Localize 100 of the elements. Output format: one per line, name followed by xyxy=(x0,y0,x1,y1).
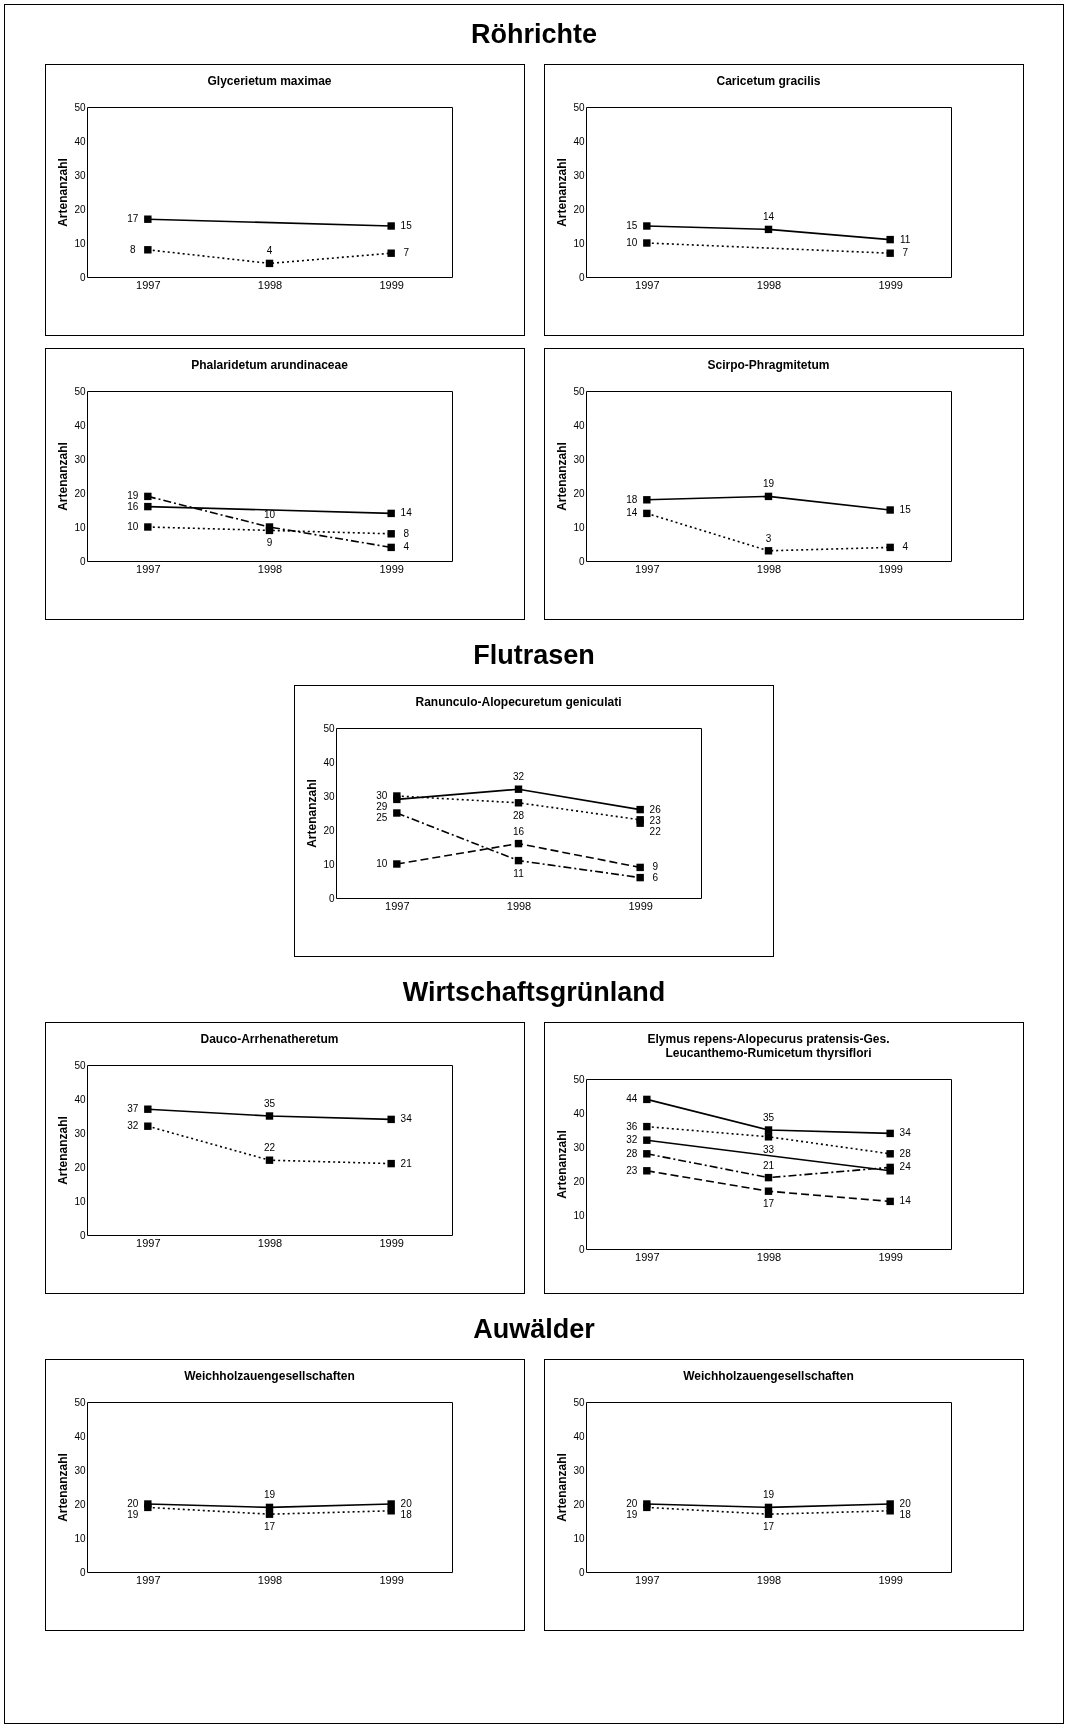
y-tick-label: 20 xyxy=(73,1498,86,1510)
y-tick-label: 10 xyxy=(73,1195,86,1207)
y-tick-label: 20 xyxy=(323,824,335,836)
y-tick-label: 40 xyxy=(73,135,86,147)
y-axis-title: Artenanzahl xyxy=(554,158,569,227)
data-label: 10 xyxy=(126,521,139,532)
text: Wirtschaftsgrünland xyxy=(401,976,667,1009)
data-label: 32 xyxy=(512,771,525,783)
y-tick-label: 30 xyxy=(572,1141,585,1153)
y-tick-label: 50 xyxy=(323,722,335,734)
data-label: 6 xyxy=(652,872,659,884)
y-tick-label: 40 xyxy=(572,1107,585,1119)
y-tick-label: 10 xyxy=(572,1209,585,1221)
y-tick-label: 0 xyxy=(79,1566,86,1578)
y-axis-title: Artenanzahl xyxy=(55,158,70,227)
y-tick-label: 30 xyxy=(572,453,585,465)
y-tick-label: 20 xyxy=(572,487,585,499)
x-tick-label: 1997 xyxy=(634,278,660,291)
y-tick-label: 10 xyxy=(73,521,86,533)
y-axis-title: Artenanzahl xyxy=(55,1116,70,1185)
x-tick-label: 1997 xyxy=(634,562,660,575)
data-label: 14 xyxy=(400,507,412,519)
data-label: 19 xyxy=(263,1489,275,1501)
y-tick-label: 40 xyxy=(73,1430,86,1442)
data-label: 20 xyxy=(899,1498,911,1509)
data-label: 20 xyxy=(126,1498,139,1509)
data-label: 15 xyxy=(899,504,911,515)
data-label: 16 xyxy=(126,501,139,513)
data-label: 10 xyxy=(376,858,388,869)
data-label: 25 xyxy=(376,812,388,823)
x-tick-label: 1999 xyxy=(378,1573,404,1586)
y-tick-label: 30 xyxy=(323,790,335,802)
data-label: 18 xyxy=(625,493,638,505)
x-tick-label: 1997 xyxy=(135,1236,161,1249)
data-label: 10 xyxy=(625,237,638,248)
x-tick-label: 1998 xyxy=(257,1573,282,1586)
data-label: 26 xyxy=(649,803,662,815)
y-axis-title: Artenanzahl xyxy=(554,442,569,511)
text: Auwälder xyxy=(472,1313,596,1346)
chart-title: Dauco-Arrhenatheretum xyxy=(199,1032,339,1046)
y-tick-label: 0 xyxy=(328,892,335,904)
chart-title: Weichholzauengesellschaften xyxy=(682,1369,854,1383)
y-tick-label: 40 xyxy=(572,1430,585,1442)
y-tick-label: 30 xyxy=(73,169,86,181)
data-label: 32 xyxy=(126,1120,139,1132)
data-label: 4 xyxy=(402,541,409,553)
data-label: 18 xyxy=(400,1509,412,1520)
y-tick-label: 40 xyxy=(73,1093,86,1105)
x-tick-label: 1999 xyxy=(378,562,404,575)
y-tick-label: 20 xyxy=(572,1175,585,1187)
y-axis-title: Artenanzahl xyxy=(554,1453,569,1522)
x-tick-label: 1999 xyxy=(877,1573,903,1586)
data-label: 11 xyxy=(513,867,525,879)
y-tick-label: 0 xyxy=(79,1229,86,1241)
x-tick-label: 1997 xyxy=(385,899,410,912)
data-label: 11 xyxy=(899,233,911,245)
data-label: 35 xyxy=(263,1098,275,1109)
data-label: 17 xyxy=(263,1521,275,1533)
x-tick-label: 1998 xyxy=(257,1236,282,1249)
data-label: 4 xyxy=(901,541,908,553)
y-tick-label: 20 xyxy=(572,1498,585,1510)
data-label: 10 xyxy=(263,509,275,520)
x-tick-label: 1997 xyxy=(135,562,161,575)
data-label: 14 xyxy=(899,1195,911,1207)
y-tick-label: 20 xyxy=(73,203,86,215)
y-tick-label: 30 xyxy=(572,169,585,181)
y-tick-label: 30 xyxy=(73,1464,86,1476)
data-label: 24 xyxy=(899,1161,911,1173)
x-tick-label: 1998 xyxy=(257,562,282,575)
chart-title: Glycerietum maximae xyxy=(206,74,332,88)
data-label: 8 xyxy=(129,243,136,255)
text: Flutrasen xyxy=(472,639,596,672)
data-label: 4 xyxy=(266,245,273,257)
y-tick-label: 50 xyxy=(73,385,86,397)
data-label: 7 xyxy=(402,247,409,259)
data-label: 8 xyxy=(402,527,409,539)
y-tick-label: 10 xyxy=(572,237,585,249)
y-tick-label: 0 xyxy=(578,1566,585,1578)
x-tick-label: 1999 xyxy=(378,278,404,291)
y-tick-label: 10 xyxy=(73,237,86,249)
y-axis-title: Artenanzahl xyxy=(554,1130,569,1199)
data-label: 22 xyxy=(263,1142,275,1154)
chart-title: Weichholzauengesellschaften xyxy=(183,1369,355,1383)
data-label: 35 xyxy=(762,1112,774,1123)
data-label: 37 xyxy=(126,1103,139,1115)
y-tick-label: 20 xyxy=(73,1161,86,1173)
y-tick-label: 30 xyxy=(73,1127,86,1139)
y-tick-label: 0 xyxy=(79,271,86,283)
y-tick-label: 50 xyxy=(572,1396,585,1408)
chart-title: Caricetum gracilis xyxy=(715,74,821,88)
data-label: 17 xyxy=(762,1521,774,1533)
x-tick-label: 1999 xyxy=(628,899,653,912)
data-label: 19 xyxy=(126,490,139,502)
data-label: 16 xyxy=(512,825,525,837)
data-label: 30 xyxy=(376,790,388,801)
y-tick-label: 0 xyxy=(79,555,86,567)
data-label: 33 xyxy=(762,1143,774,1155)
data-label: 32 xyxy=(625,1134,638,1146)
data-label: 3 xyxy=(765,532,772,544)
data-label: 19 xyxy=(126,1509,139,1520)
